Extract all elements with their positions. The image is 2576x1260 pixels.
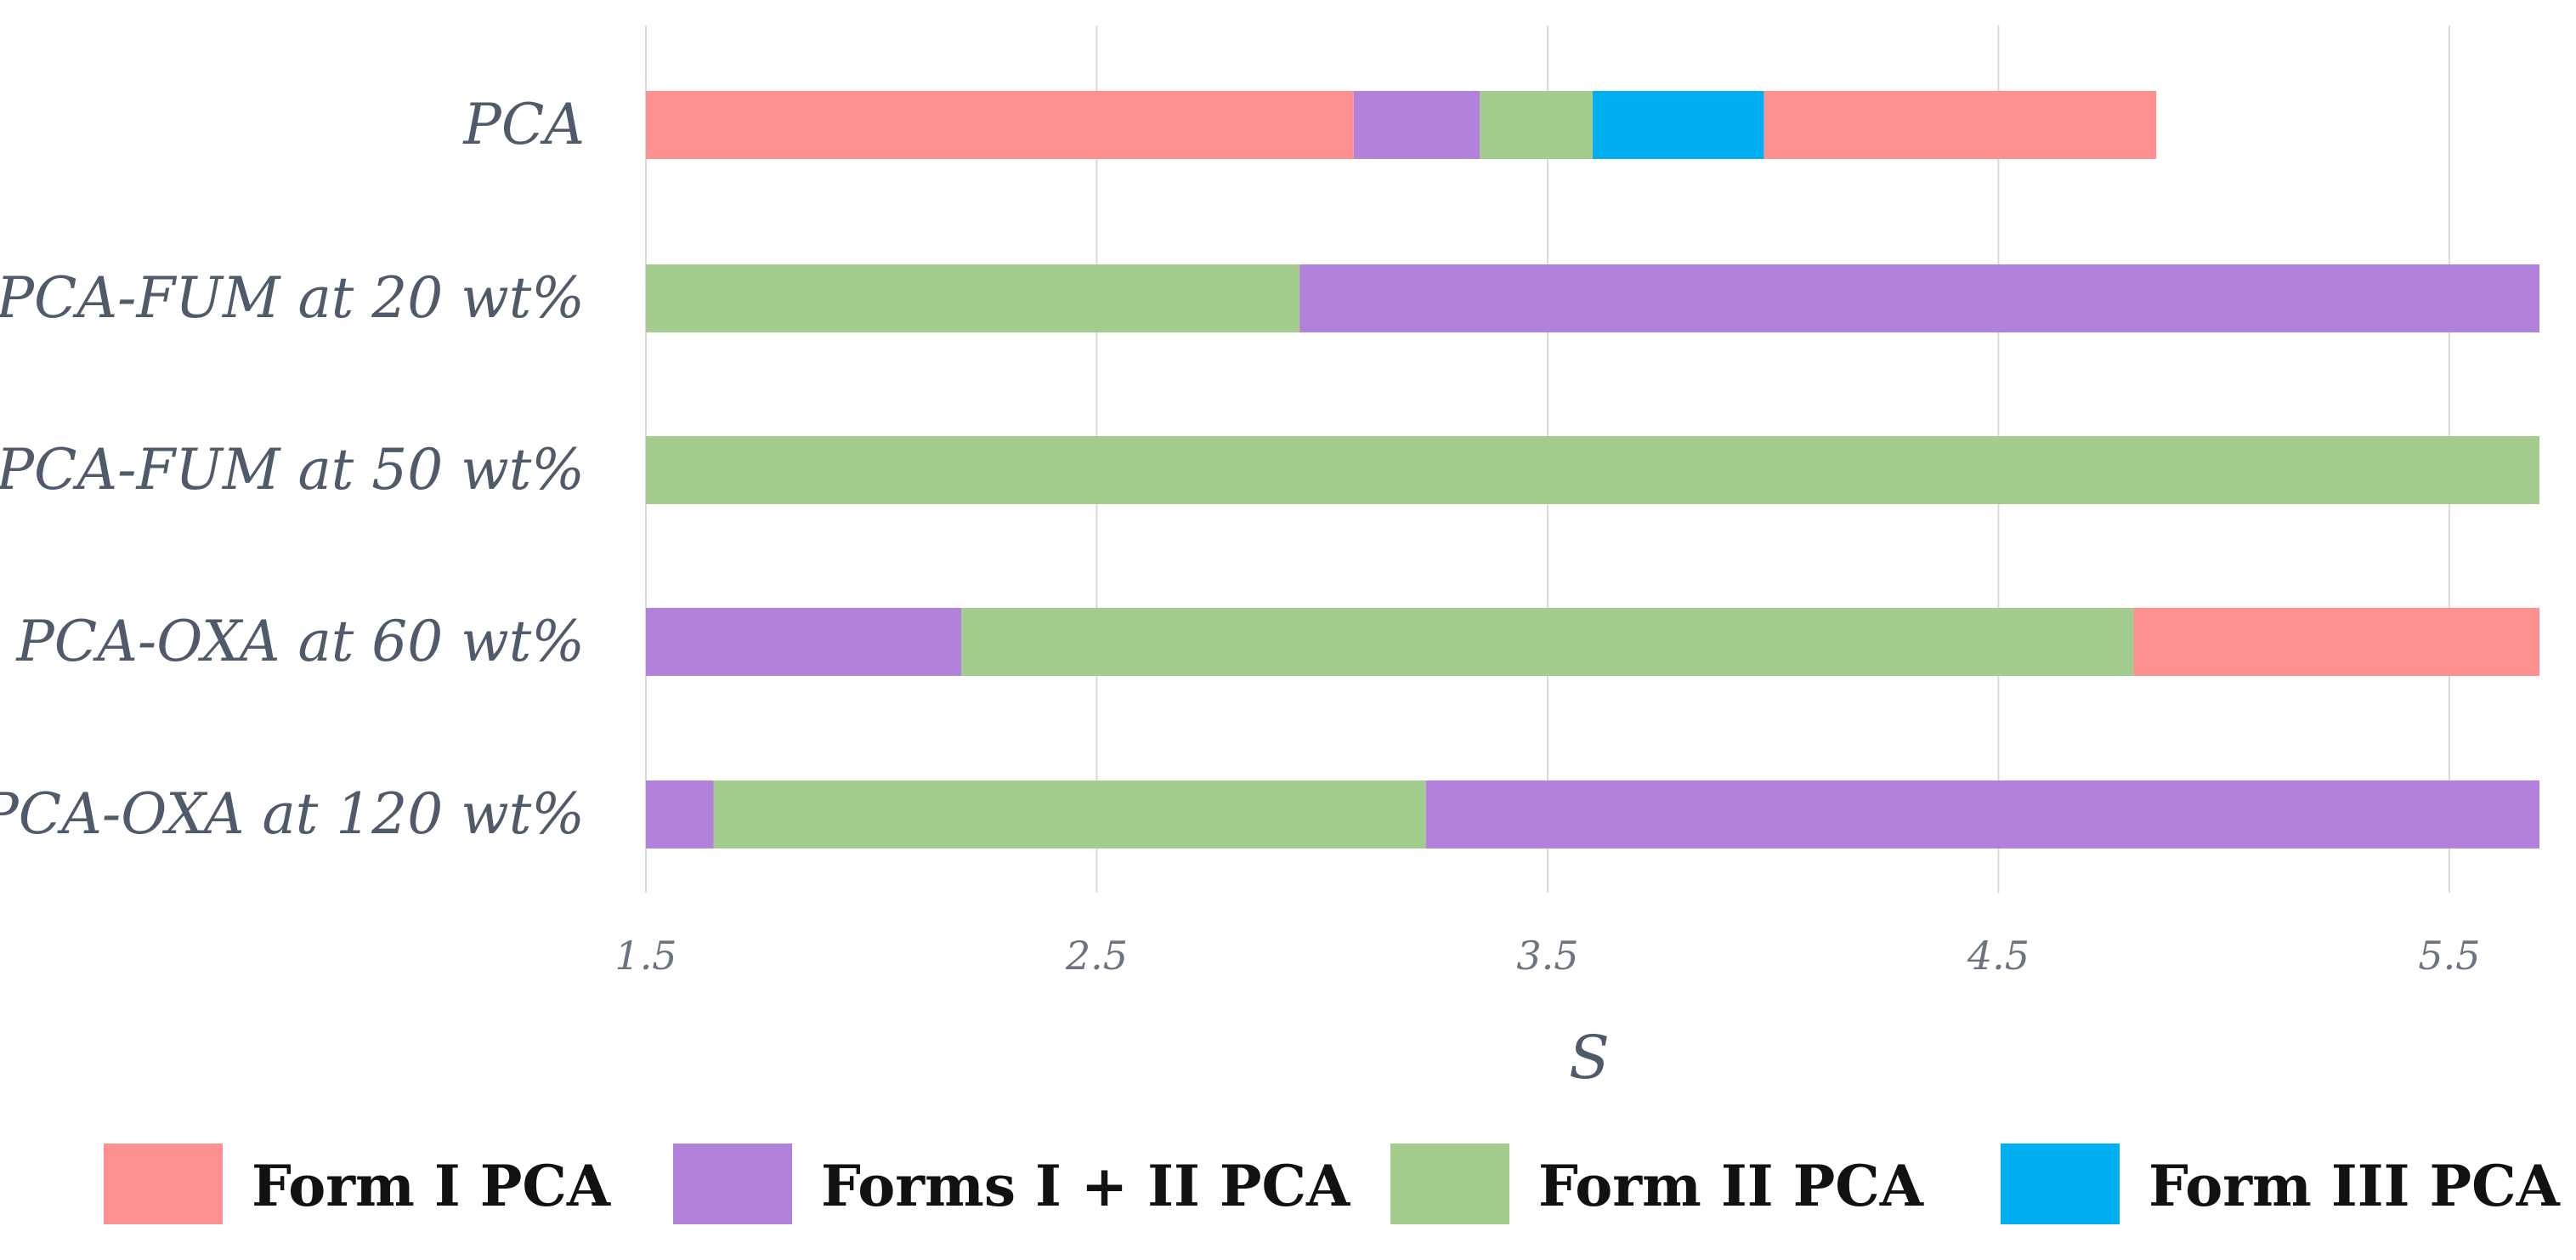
x-tick-label: 1.5 — [614, 933, 677, 979]
bar-segment-pca-oxa-at-120-wt-1-form-ii-pca — [713, 780, 1426, 849]
category-labels: PCA PCA-FUM at 20 wt% PCA-FUM at 50 wt% PCA… — [0, 92, 585, 847]
x-tick-label: 4.5 — [1967, 933, 2030, 979]
bar-segment-pca-fum-at-50-wt-0-form-ii-pca — [646, 436, 2539, 504]
bar-segment-pca-4-form-i-pca — [1764, 91, 2157, 159]
bar-segment-pca-0-form-i-pca — [646, 91, 1354, 159]
x-tick-label: 2.5 — [1065, 933, 1128, 979]
bar-segment-pca-oxa-at-60-wt-0-forms-i-ii-pca — [646, 608, 962, 676]
category-label-pca: PCA — [462, 92, 585, 157]
legend-swatch-form-ii-pca — [1390, 1144, 1509, 1224]
legend-swatch-forms-i-ii-pca — [673, 1144, 792, 1224]
category-label-pca-fum-at-50-wt: PCA-FUM at 50 wt% — [0, 437, 585, 502]
bars — [646, 91, 2539, 849]
legend-swatch-form-i-pca — [104, 1144, 223, 1224]
bar-segment-pca-oxa-at-60-wt-1-form-ii-pca — [961, 608, 2134, 676]
category-label-pca-oxa-at-60-wt: PCA-OXA at 60 wt% — [15, 609, 585, 674]
bar-segment-pca-oxa-at-120-wt-2-forms-i-ii-pca — [1425, 780, 2539, 849]
legend-label-forms-i-ii-pca: Forms I + II PCA — [821, 1153, 1350, 1219]
category-label-pca-fum-at-20-wt: PCA-FUM at 20 wt% — [0, 265, 585, 331]
bar-segment-pca-fum-at-20-wt-1-forms-i-ii-pca — [1299, 264, 2539, 332]
x-axis-title: S — [1569, 1023, 1610, 1093]
x-tick-labels: 1.5 2.5 3.5 4.5 5.5 — [614, 933, 2480, 979]
x-tick-label: 3.5 — [1516, 933, 1578, 979]
bar-segment-pca-fum-at-20-wt-0-form-ii-pca — [646, 264, 1300, 332]
x-tick-label: 5.5 — [2418, 933, 2480, 979]
legend-label-form-ii-pca: Form II PCA — [1538, 1153, 1924, 1219]
legend-label-form-iii-pca: Form III PCA — [2149, 1153, 2561, 1219]
bar-segment-pca-3-form-iii-pca — [1593, 91, 1764, 159]
bar-segment-pca-1-forms-i-ii-pca — [1353, 91, 1480, 159]
legend-label-form-i-pca: Form I PCA — [252, 1153, 611, 1219]
category-label-pca-oxa-at-120-wt: PCA-OXA at 120 wt% — [0, 781, 585, 847]
legend: Form I PCA Forms I + II PCA Form II PCA For… — [104, 1144, 2561, 1224]
bar-segment-pca-oxa-at-120-wt-0-forms-i-ii-pca — [646, 780, 714, 849]
bar-segment-pca-oxa-at-60-wt-2-form-i-pca — [2133, 608, 2539, 676]
legend-swatch-form-iii-pca — [2001, 1144, 2120, 1224]
bar-segment-pca-2-form-ii-pca — [1480, 91, 1593, 159]
